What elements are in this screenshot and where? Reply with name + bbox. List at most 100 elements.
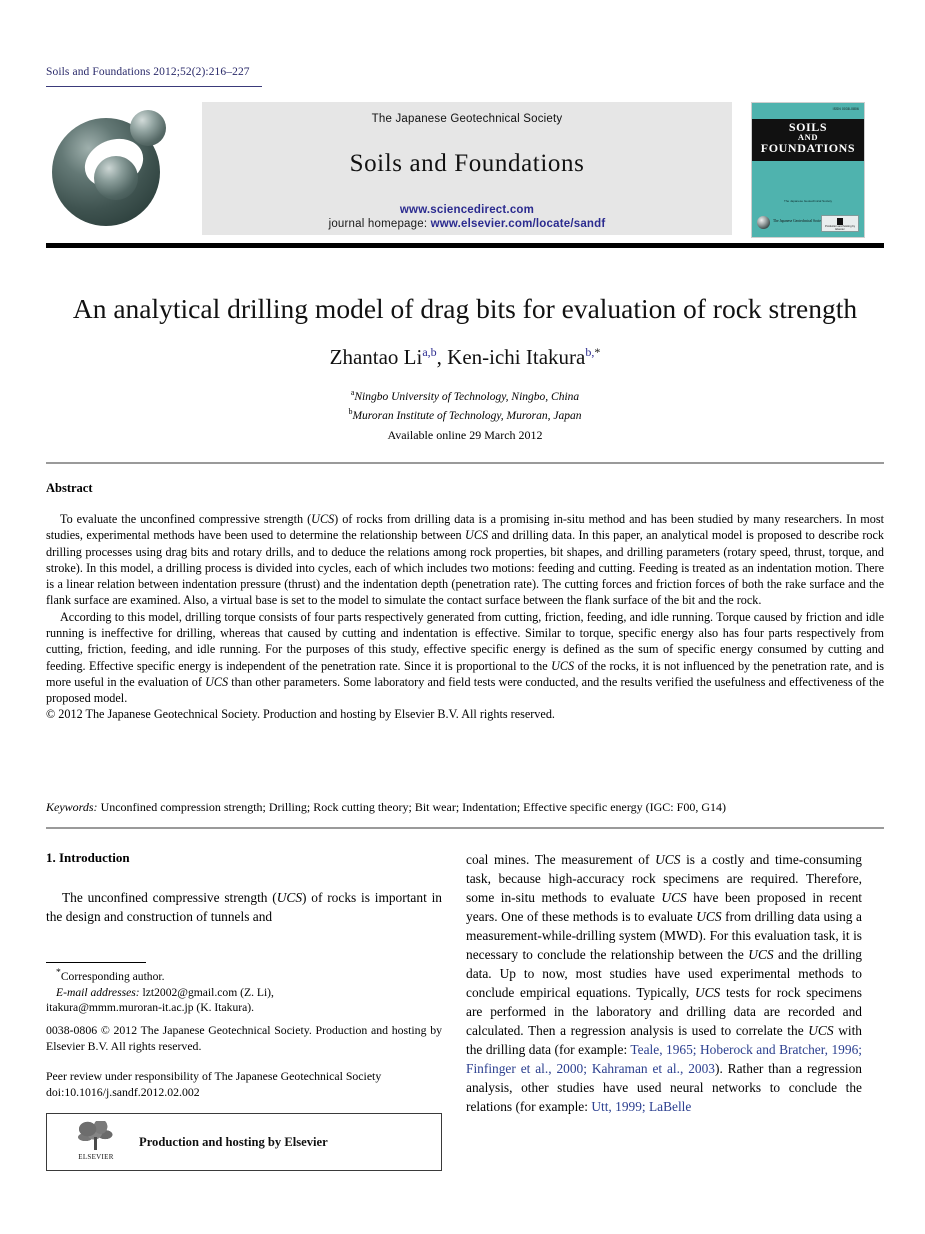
affiliation-a-marker: a bbox=[350, 388, 355, 397]
intro-r-t1: UCS bbox=[655, 852, 681, 867]
abs-p1-t1: UCS bbox=[311, 512, 335, 526]
abstract-paragraph-1: To evaluate the unconfined compressive s… bbox=[46, 511, 884, 609]
cover-society-logo-icon bbox=[757, 216, 770, 229]
intro-l-t2: ) of rocks is important in the design an… bbox=[46, 890, 442, 925]
cover-title-line3: FOUNDATIONS bbox=[760, 140, 856, 155]
keywords-label: Keywords: bbox=[46, 800, 98, 814]
author-2-affiliation-marker: b, bbox=[585, 345, 595, 359]
email-addresses-label: E-mail addresses: bbox=[56, 985, 140, 999]
available-online-date: Available online 29 March 2012 bbox=[387, 428, 543, 442]
abs-p2-t2: of the rocks, it is not influenced by th… bbox=[46, 658, 885, 689]
sciencedirect-link[interactable]: www.sciencedirect.com bbox=[399, 204, 535, 216]
journal-title: Soils and Foundations bbox=[349, 150, 585, 177]
intro-l-t0: The unconfined compressive strength ( bbox=[62, 890, 277, 905]
email-addresses-line-1: E-mail addresses: lzt2002@gmail.com (Z. … bbox=[46, 985, 442, 1001]
affiliation-a: aNingbo University of Technology, Ningbo… bbox=[46, 387, 884, 406]
article-title: An analytical drilling model of drag bit… bbox=[72, 293, 858, 324]
sphere-small-icon bbox=[130, 110, 166, 146]
author-1-affiliation-marker: a,b bbox=[422, 345, 437, 359]
abstract-top-rule bbox=[46, 462, 884, 464]
citation-group-2[interactable]: Utt, 1999; LaBelle bbox=[591, 1099, 692, 1115]
affiliation-a-text: Ningbo University of Technology, Ningbo,… bbox=[354, 390, 580, 403]
production-hosting-box: ELSEVIER Production and hosting by Elsev… bbox=[46, 1113, 442, 1171]
corresponding-asterisk: * bbox=[56, 967, 61, 978]
abs-p2-t4: than other parameters. Some laboratory a… bbox=[46, 674, 885, 706]
affiliation-b-text: Muroran Institute of Technology, Muroran… bbox=[352, 409, 582, 422]
intro-r-t11: UCS bbox=[808, 1023, 834, 1039]
abstract-body: To evaluate the unconfined compressive s… bbox=[46, 511, 884, 723]
keywords-line: Keywords: Unconfined compression strengt… bbox=[46, 800, 884, 816]
elsevier-tree-icon bbox=[77, 1121, 115, 1152]
intro-r-t7: UCS bbox=[748, 947, 774, 963]
abs-p1-t3: UCS bbox=[465, 528, 489, 543]
abs-p2-t1: UCS bbox=[551, 658, 575, 673]
journal-homepage-line: journal homepage: www.elsevier.com/locat… bbox=[202, 216, 732, 230]
journal-homepage-label: journal homepage: bbox=[328, 218, 431, 230]
cover-elsevier-badge: Production and hosting by Elsevier bbox=[821, 215, 859, 232]
peer-review-line: Peer review under responsibility of The … bbox=[46, 1069, 382, 1083]
cover-badge-icon bbox=[837, 218, 843, 225]
sphere-inner-icon bbox=[94, 156, 138, 200]
corresponding-author-marker: * bbox=[594, 345, 601, 359]
intro-r-t10: tests for rock specimens are performed i… bbox=[466, 985, 862, 1039]
affiliation-b-marker: b bbox=[348, 406, 353, 416]
society-name: The Japanese Geotechnical Society bbox=[371, 113, 563, 125]
journal-cover-thumbnail: ISSN 0038-0806 SOILS AND FOUNDATIONS The… bbox=[751, 102, 865, 238]
intro-l-t1: UCS bbox=[276, 890, 303, 905]
intro-r-t8: and the drilling data. Up to now, most s… bbox=[466, 947, 862, 1001]
doi-line[interactable]: doi:10.1016/j.sandf.2012.02.002 bbox=[46, 1085, 200, 1100]
abstract-paragraph-2: According to this model, drilling torque… bbox=[46, 609, 884, 707]
body-column-left: 1. Introduction The unconfined compressi… bbox=[46, 850, 442, 926]
intro-r-t3: UCS bbox=[661, 890, 687, 906]
cover-title-band: SOILS AND FOUNDATIONS bbox=[752, 119, 864, 161]
author-name-1: Zhantao Li bbox=[329, 345, 423, 369]
intro-r-t12: with the drilling data (for example: bbox=[466, 1023, 863, 1058]
corresponding-author-note: *Corresponding author. bbox=[46, 966, 442, 985]
journal-masthead: The Japanese Geotechnical Society Soils … bbox=[46, 100, 884, 240]
email-address-2[interactable]: itakura@mmm.muroran-it.ac.jp (K. Itakura… bbox=[46, 1001, 255, 1015]
email-address-1[interactable]: lzt2002@gmail.com (Z. Li), bbox=[139, 985, 274, 999]
section-heading-introduction: 1. Introduction bbox=[46, 850, 130, 865]
production-hosting-text: Production and hosting by Elsevier bbox=[139, 1135, 328, 1149]
cover-subtitle: The Japanese Geotechnical Society bbox=[783, 199, 833, 203]
cover-footer: The Japanese Geotechnical Society Produc… bbox=[757, 215, 859, 232]
citation-group-1[interactable]: Teale, 1965; Hoberock and Bratcher, 1996… bbox=[466, 1042, 862, 1077]
email-addresses-line-2: itakura@mmm.muroran-it.ac.jp (K. Itakura… bbox=[46, 1000, 442, 1016]
keywords-bottom-rule bbox=[46, 827, 884, 829]
intro-r-t5: UCS bbox=[696, 909, 722, 925]
journal-banner: The Japanese Geotechnical Society Soils … bbox=[202, 102, 732, 235]
abs-p1-t2: ) of rocks from drilling data is a promi… bbox=[46, 512, 884, 543]
journal-homepage-link[interactable]: www.elsevier.com/locate/sandf bbox=[430, 218, 606, 230]
abs-p2-t3: UCS bbox=[205, 674, 229, 689]
abs-p1-t4: and drilling data. In this paper, an ana… bbox=[46, 528, 884, 608]
intro-r-t0: coal mines. The measurement of bbox=[466, 852, 656, 867]
peer-review-block: Peer review under responsibility of The … bbox=[46, 1068, 442, 1101]
cover-badge-text: Production and hosting by Elsevier bbox=[825, 225, 855, 231]
cover-society-name: The Japanese Geotechnical Society bbox=[773, 219, 824, 223]
author-name-2: Ken-ichi Itakura bbox=[447, 345, 586, 369]
intro-paragraph-left: The unconfined compressive strength (UCS… bbox=[46, 888, 442, 926]
running-head-rule bbox=[46, 86, 262, 87]
affiliation-b: bMuroran Institute of Technology, Murora… bbox=[46, 406, 884, 425]
jgs-sphere-logo-icon bbox=[50, 104, 186, 236]
issn-copyright-line: 0038-0806 © 2012 The Japanese Geotechnic… bbox=[46, 1023, 442, 1054]
footnote-block: *Corresponding author. E-mail addresses:… bbox=[46, 966, 442, 1016]
cover-title-line1: SOILS bbox=[788, 120, 828, 134]
masthead-bottom-rule bbox=[46, 243, 884, 248]
intro-r-t2: is a costly and time-consuming task, bec… bbox=[466, 852, 862, 906]
keywords-text: Unconfined compression strength; Drillin… bbox=[97, 800, 726, 814]
elsevier-wordmark: ELSEVIER bbox=[78, 1153, 114, 1161]
intro-r-t6: from drilling data using a measurement-w… bbox=[466, 909, 862, 963]
corresponding-author-text: Corresponding author. bbox=[60, 969, 165, 983]
abs-p1-t0: To evaluate the unconfined compressive s… bbox=[60, 512, 312, 526]
intro-r-t9: UCS bbox=[694, 985, 721, 1001]
intro-r-t14: ). Rather than a regression analysis, ot… bbox=[466, 1061, 862, 1115]
cover-issn: ISSN 0038-0806 bbox=[832, 107, 859, 111]
affiliations: aNingbo University of Technology, Ningbo… bbox=[46, 387, 884, 424]
intro-r-t4: have been proposed in recent years. One … bbox=[466, 890, 862, 925]
running-head: Soils and Foundations 2012;52(2):216–227 bbox=[46, 66, 250, 78]
abstract-heading: Abstract bbox=[46, 481, 93, 495]
cover-title-line2: AND bbox=[797, 132, 819, 143]
abs-p2-t0: According to this model, drilling torque… bbox=[46, 609, 884, 673]
